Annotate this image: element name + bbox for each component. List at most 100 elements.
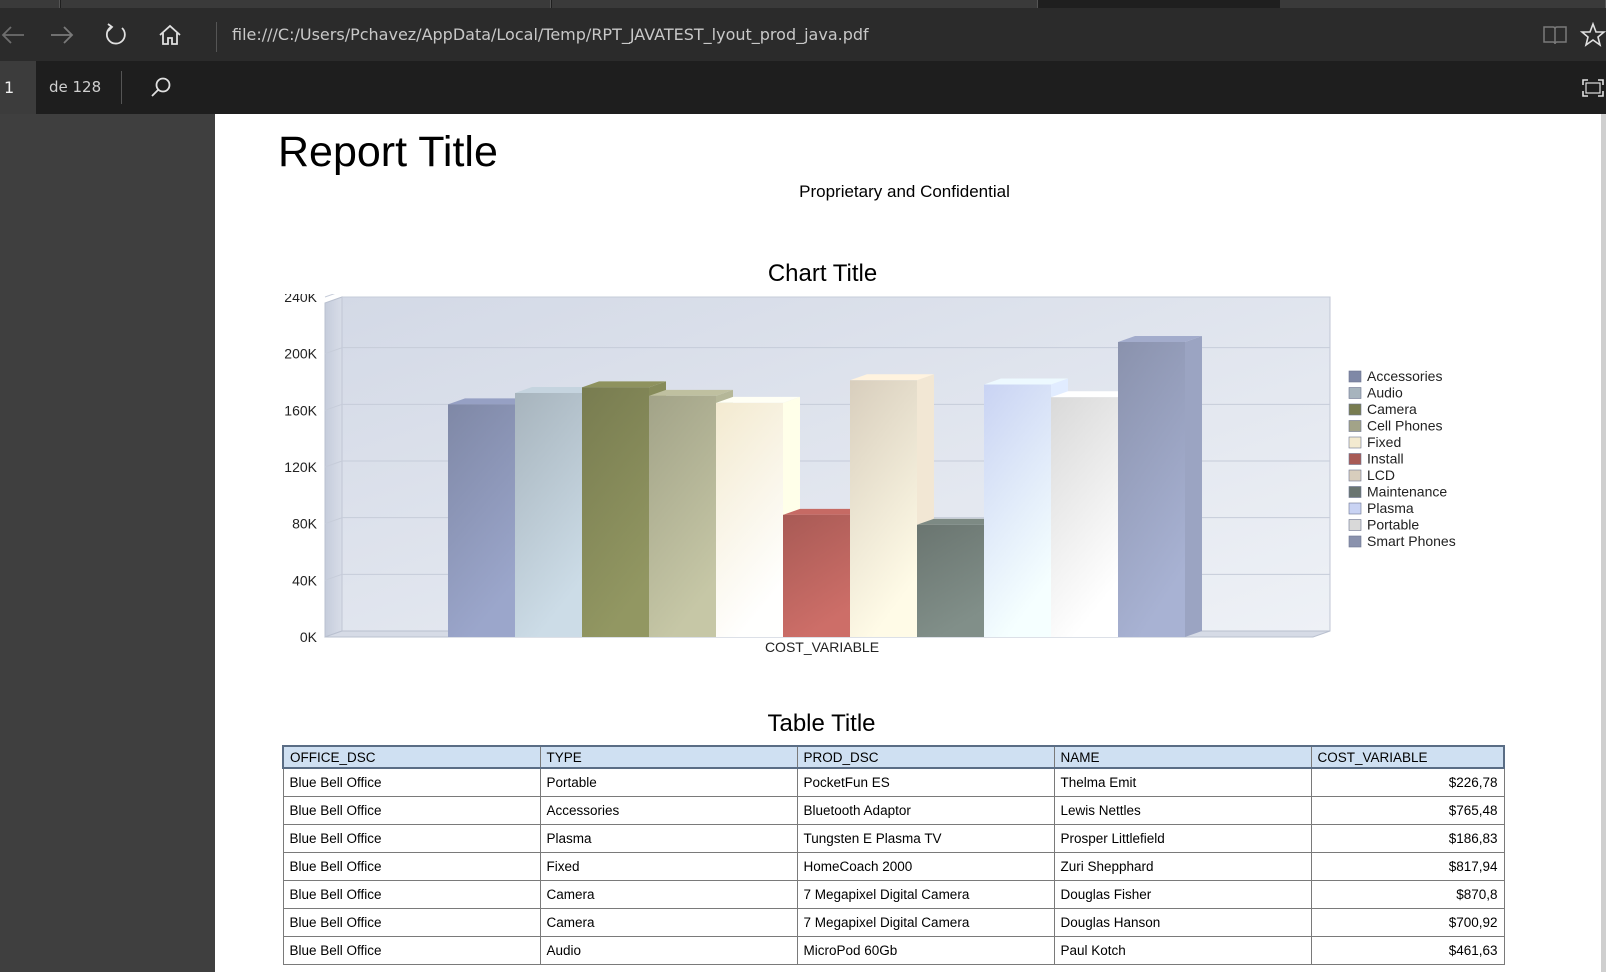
legend-label: Plasma — [1367, 500, 1414, 516]
y-tick-label: 80K — [292, 516, 318, 532]
gridline — [324, 403, 343, 411]
table-cell: Prosper Littlefield — [1053, 823, 1312, 853]
table-cell: Tungsten E Plasma TV — [796, 823, 1055, 853]
home-icon — [159, 24, 181, 45]
legend-item: Maintenance — [1348, 484, 1447, 500]
x-axis-label: COST_VARIABLE — [765, 639, 879, 655]
y-tick-label: 0K — [300, 629, 318, 645]
legend-item: Portable — [1348, 517, 1419, 533]
legend-label: Cell Phones — [1367, 418, 1443, 434]
refresh-button[interactable] — [101, 20, 131, 50]
gridline — [324, 517, 343, 525]
legend-label: LCD — [1367, 467, 1395, 483]
search-button[interactable] — [146, 73, 176, 103]
bar-top — [716, 396, 800, 403]
favorite-button[interactable] — [1578, 20, 1606, 50]
table-cell: Plasma — [539, 823, 798, 853]
reading-view-button[interactable] — [1540, 20, 1570, 50]
table-cell: HomeCoach 2000 — [796, 851, 1055, 881]
forward-arrow-icon — [51, 26, 74, 44]
bar-smart-phones — [1118, 336, 1202, 637]
legend-swatch — [1348, 519, 1362, 531]
table-header-row: OFFICE_DSC TYPE PROD_DSC NAME COST_VARIABLE — [282, 745, 1505, 769]
page-number-input[interactable]: 1 — [0, 61, 36, 114]
legend-item: Install — [1348, 451, 1404, 467]
table-cell: Blue Bell Office — [282, 795, 541, 825]
report-title: Report Title — [278, 128, 498, 176]
bar-front — [783, 514, 850, 637]
y-tick-label: 240K — [284, 294, 317, 305]
bar-cell-phones — [649, 389, 733, 637]
browser-tab[interactable] — [61, 0, 551, 8]
table-cell: Accessories — [539, 795, 798, 825]
table-cell: Portable — [539, 767, 798, 797]
table-title-text: Table Title — [767, 710, 876, 737]
table-body: Blue Bell Office Portable PocketFun ES Thel… — [282, 767, 1505, 965]
star-icon — [1580, 22, 1606, 47]
address-bar-row: file:///C:/Users/Pchavez/AppData/Local/T… — [0, 8, 1606, 61]
search-icon — [151, 77, 171, 97]
bar-chart: 0K 40K 80K 120K 160K 200K 240K COST_VARIABLE A… — [284, 294, 1456, 655]
browser-tab[interactable] — [552, 0, 1038, 8]
table-cell: PocketFun ES — [796, 767, 1055, 797]
table-cell: Paul Kotch — [1053, 935, 1312, 965]
browser-tab[interactable] — [0, 0, 60, 8]
table-cell: Blue Bell Office — [282, 851, 541, 881]
bar-front — [1118, 342, 1185, 637]
legend-label: Audio — [1367, 385, 1403, 401]
legend-item: Fixed — [1348, 434, 1401, 450]
table-row: Blue Bell Office Audio MicroPod 60Gb Paul K… — [282, 935, 1505, 965]
forward-button[interactable] — [47, 20, 77, 50]
table-row: Blue Bell Office Fixed HomeCoach 2000 Zuri … — [282, 851, 1505, 881]
table-cell: $226,78 — [1310, 767, 1505, 797]
chart-side-wall — [324, 296, 343, 638]
legend-swatch — [1348, 403, 1362, 416]
legend-swatch — [1348, 420, 1362, 432]
table-cell: Douglas Hanson — [1053, 907, 1312, 937]
legend-item: LCD — [1348, 467, 1395, 483]
y-tick-label: 120K — [284, 459, 317, 475]
bar-lcd — [850, 374, 934, 637]
table-cell: $870,8 — [1310, 879, 1505, 909]
y-tick-label: 40K — [292, 572, 318, 588]
back-button[interactable] — [0, 20, 28, 50]
table-cell: $817,94 — [1310, 851, 1505, 881]
tab-strip — [0, 0, 1606, 8]
table-cell: $700,92 — [1310, 907, 1505, 937]
bar-top — [1118, 336, 1202, 342]
browser-tab[interactable] — [1280, 0, 1606, 8]
address-separator — [216, 22, 217, 52]
table-cell: Lewis Nettles — [1053, 795, 1312, 825]
table-cell: $765,48 — [1310, 795, 1505, 825]
table-cell: Blue Bell Office — [282, 879, 541, 909]
home-button[interactable] — [155, 20, 185, 50]
table-cell: $461,63 — [1310, 935, 1505, 965]
legend-label: Maintenance — [1367, 484, 1447, 500]
table-cell: Bluetooth Adaptor — [796, 795, 1055, 825]
legend-item: Plasma — [1348, 500, 1414, 516]
table-cell: Blue Bell Office — [282, 823, 541, 853]
bar-top — [582, 381, 666, 388]
gridline — [324, 460, 343, 468]
table-cell: Blue Bell Office — [282, 767, 541, 797]
pdf-viewer-background — [0, 114, 215, 972]
bar-front — [850, 380, 917, 637]
legend-label: Fixed — [1367, 434, 1401, 450]
back-arrow-icon — [1, 26, 24, 44]
table-cell: 7 Megapixel Digital Camera — [796, 907, 1055, 937]
url-field[interactable]: file:///C:/Users/Pchavez/AppData/Local/T… — [232, 25, 869, 44]
chart-title-text: Chart Title — [767, 260, 878, 287]
table-cell: Thelma Emit — [1053, 767, 1312, 797]
column-header: COST_VARIABLE — [1310, 745, 1505, 769]
bar-side — [1185, 336, 1202, 637]
y-axis-ticks: 0K 40K 80K 120K 160K 200K 240K — [284, 294, 317, 645]
legend-item: Accessories — [1348, 368, 1442, 384]
fullscreen-button[interactable] — [1580, 73, 1606, 103]
table-cell: Camera — [539, 879, 798, 909]
table-cell: $186,83 — [1310, 823, 1505, 853]
bar-front — [515, 393, 582, 637]
table-cell: Blue Bell Office — [282, 935, 541, 965]
table-row: Blue Bell Office Camera 7 Megapixel Digita… — [282, 879, 1505, 909]
legend-swatch — [1348, 502, 1362, 515]
